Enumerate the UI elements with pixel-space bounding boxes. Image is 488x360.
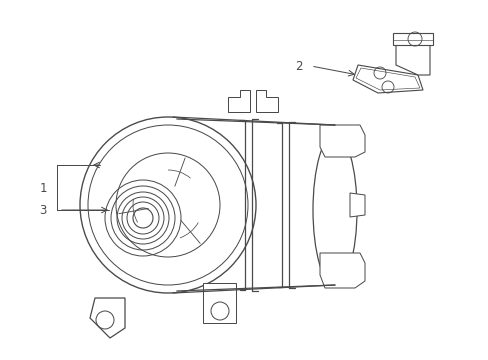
- Polygon shape: [203, 283, 236, 323]
- Polygon shape: [392, 33, 432, 45]
- Polygon shape: [395, 40, 429, 75]
- Text: 2: 2: [295, 59, 303, 72]
- Polygon shape: [90, 298, 125, 338]
- Polygon shape: [319, 125, 364, 157]
- Polygon shape: [352, 65, 422, 93]
- Polygon shape: [319, 253, 364, 288]
- Polygon shape: [256, 90, 278, 112]
- Polygon shape: [349, 193, 364, 217]
- Text: 3: 3: [40, 203, 47, 216]
- Polygon shape: [227, 90, 249, 112]
- Text: 1: 1: [40, 181, 47, 194]
